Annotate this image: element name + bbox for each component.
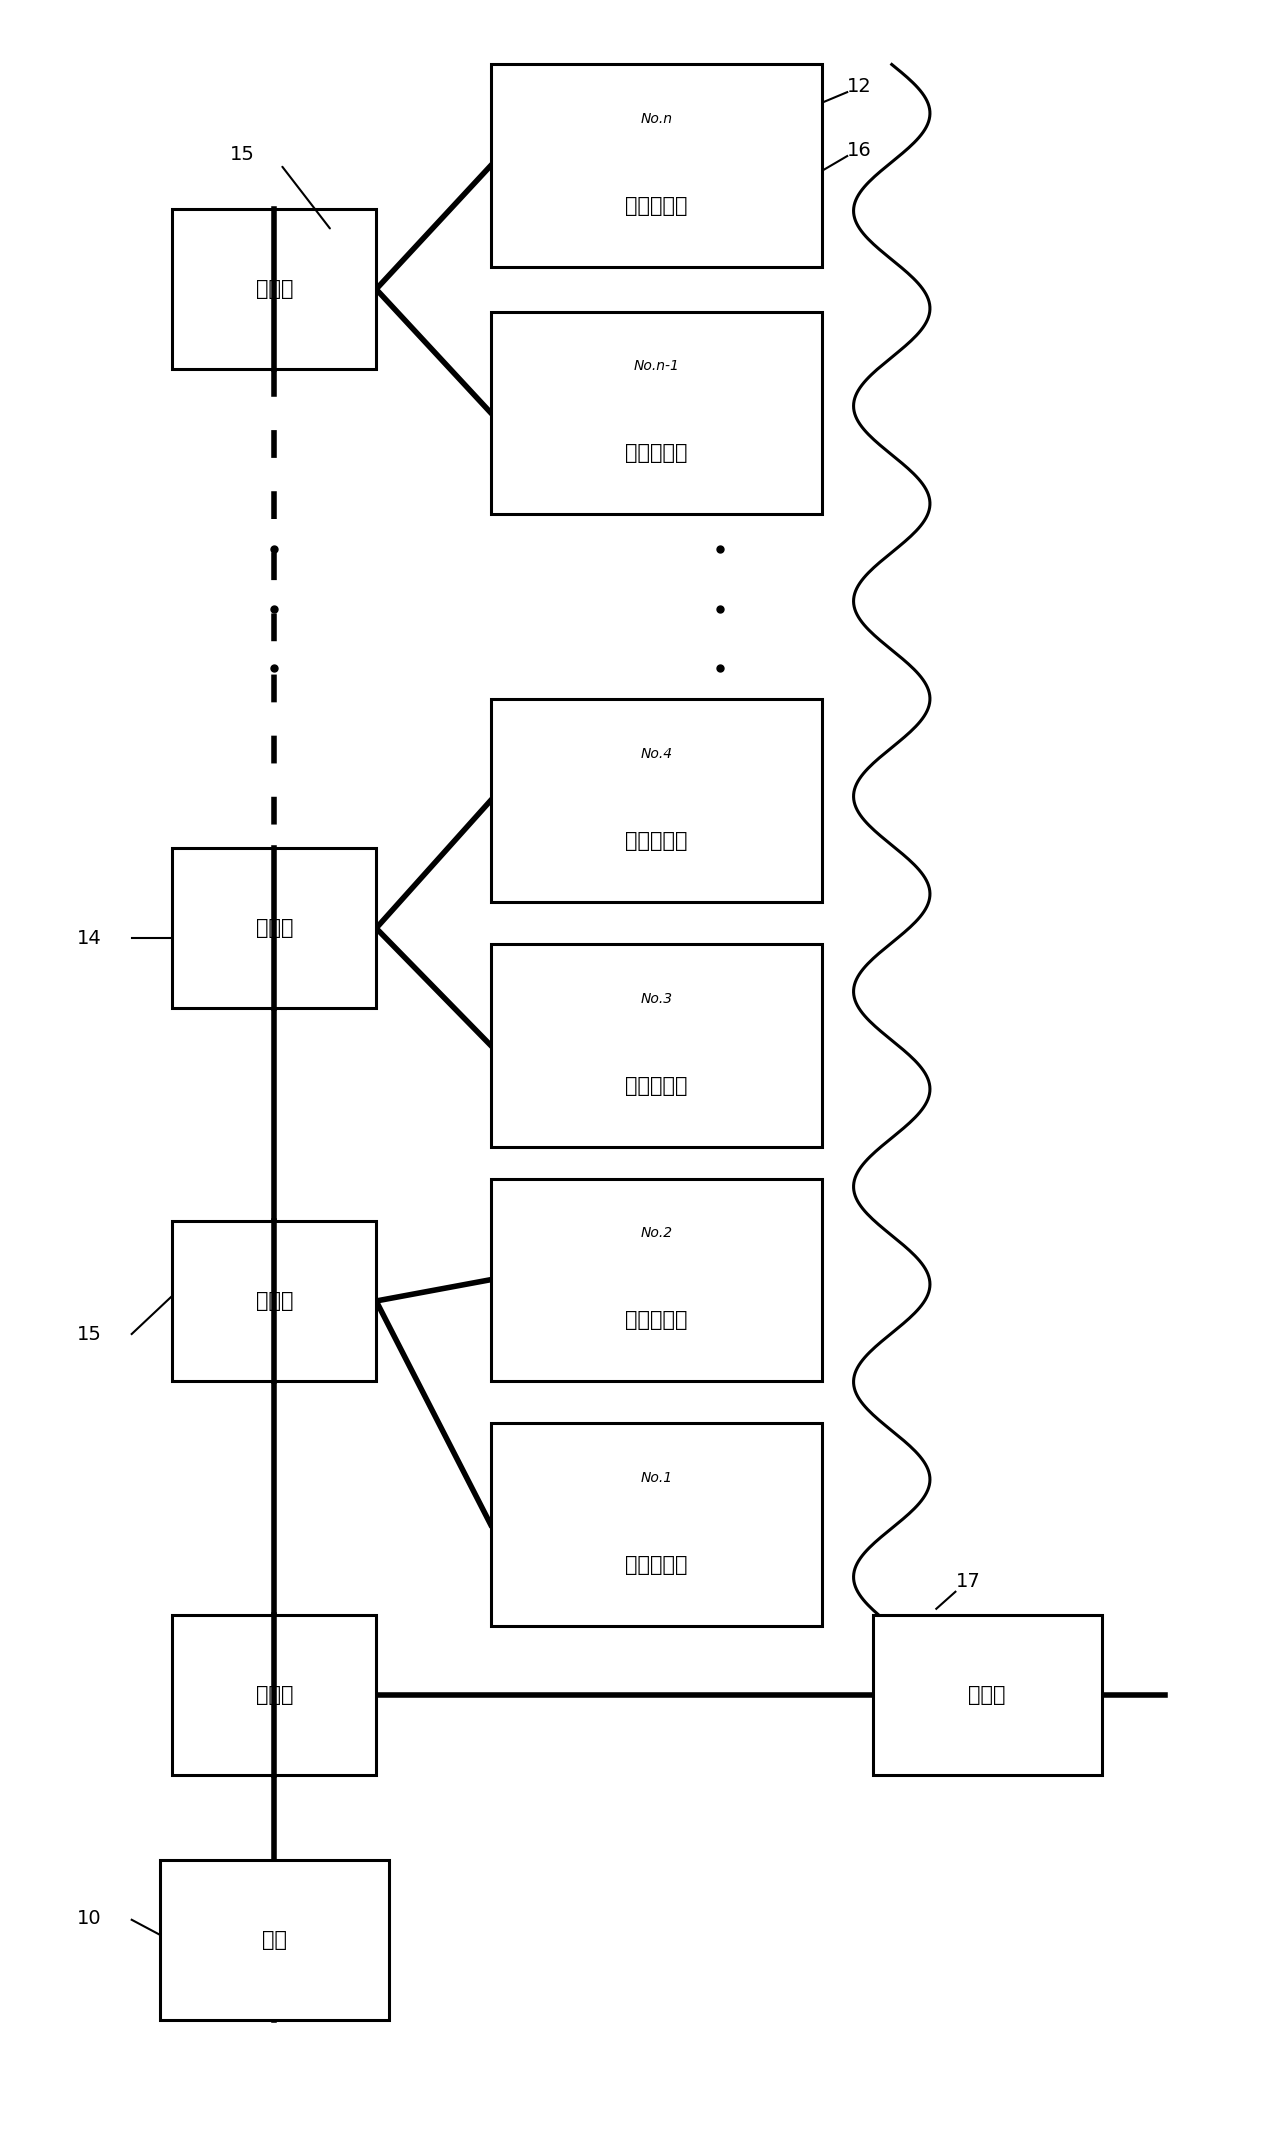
Bar (490, 1179, 821, 1381)
Text: 端子排: 端子排 (256, 279, 293, 300)
Text: 探测器模块: 探测器模块 (625, 832, 687, 851)
Bar (172, 210, 376, 369)
Bar (160, 1861, 389, 2020)
Text: 端子排: 端子排 (256, 1291, 293, 1310)
Bar (172, 1222, 376, 1381)
Text: 14: 14 (77, 928, 102, 948)
Text: 12: 12 (847, 77, 873, 96)
Bar (490, 943, 821, 1147)
Text: 探测器模块: 探测器模块 (625, 1310, 687, 1329)
Text: 10: 10 (77, 1908, 102, 1927)
Text: No.4: No.4 (640, 746, 672, 761)
Text: 探测器模块: 探测器模块 (625, 195, 687, 217)
Text: 端子排: 端子排 (256, 918, 293, 939)
Text: 17: 17 (955, 1572, 981, 1591)
Text: 探测器模块: 探测器模块 (625, 1076, 687, 1096)
Bar (873, 1614, 1102, 1775)
Text: 控制器: 控制器 (969, 1685, 1006, 1704)
Bar (490, 64, 821, 266)
Text: No.2: No.2 (640, 1226, 672, 1239)
Text: 电源: 电源 (261, 1930, 287, 1951)
Text: 16: 16 (847, 142, 873, 161)
Text: 15: 15 (230, 146, 255, 165)
Text: 探测器模块: 探测器模块 (625, 444, 687, 463)
Text: No.n-1: No.n-1 (633, 360, 680, 373)
Text: No.1: No.1 (640, 1471, 672, 1486)
Bar (490, 699, 821, 903)
Text: No.n: No.n (640, 111, 672, 126)
Bar (490, 311, 821, 515)
Text: 探测器模块: 探测器模块 (625, 1554, 687, 1576)
Text: 端子排: 端子排 (256, 1685, 293, 1704)
Text: No.3: No.3 (640, 993, 672, 1006)
Bar (172, 1614, 376, 1775)
Text: 15: 15 (77, 1325, 102, 1344)
Bar (490, 1424, 821, 1625)
Bar (172, 849, 376, 1008)
